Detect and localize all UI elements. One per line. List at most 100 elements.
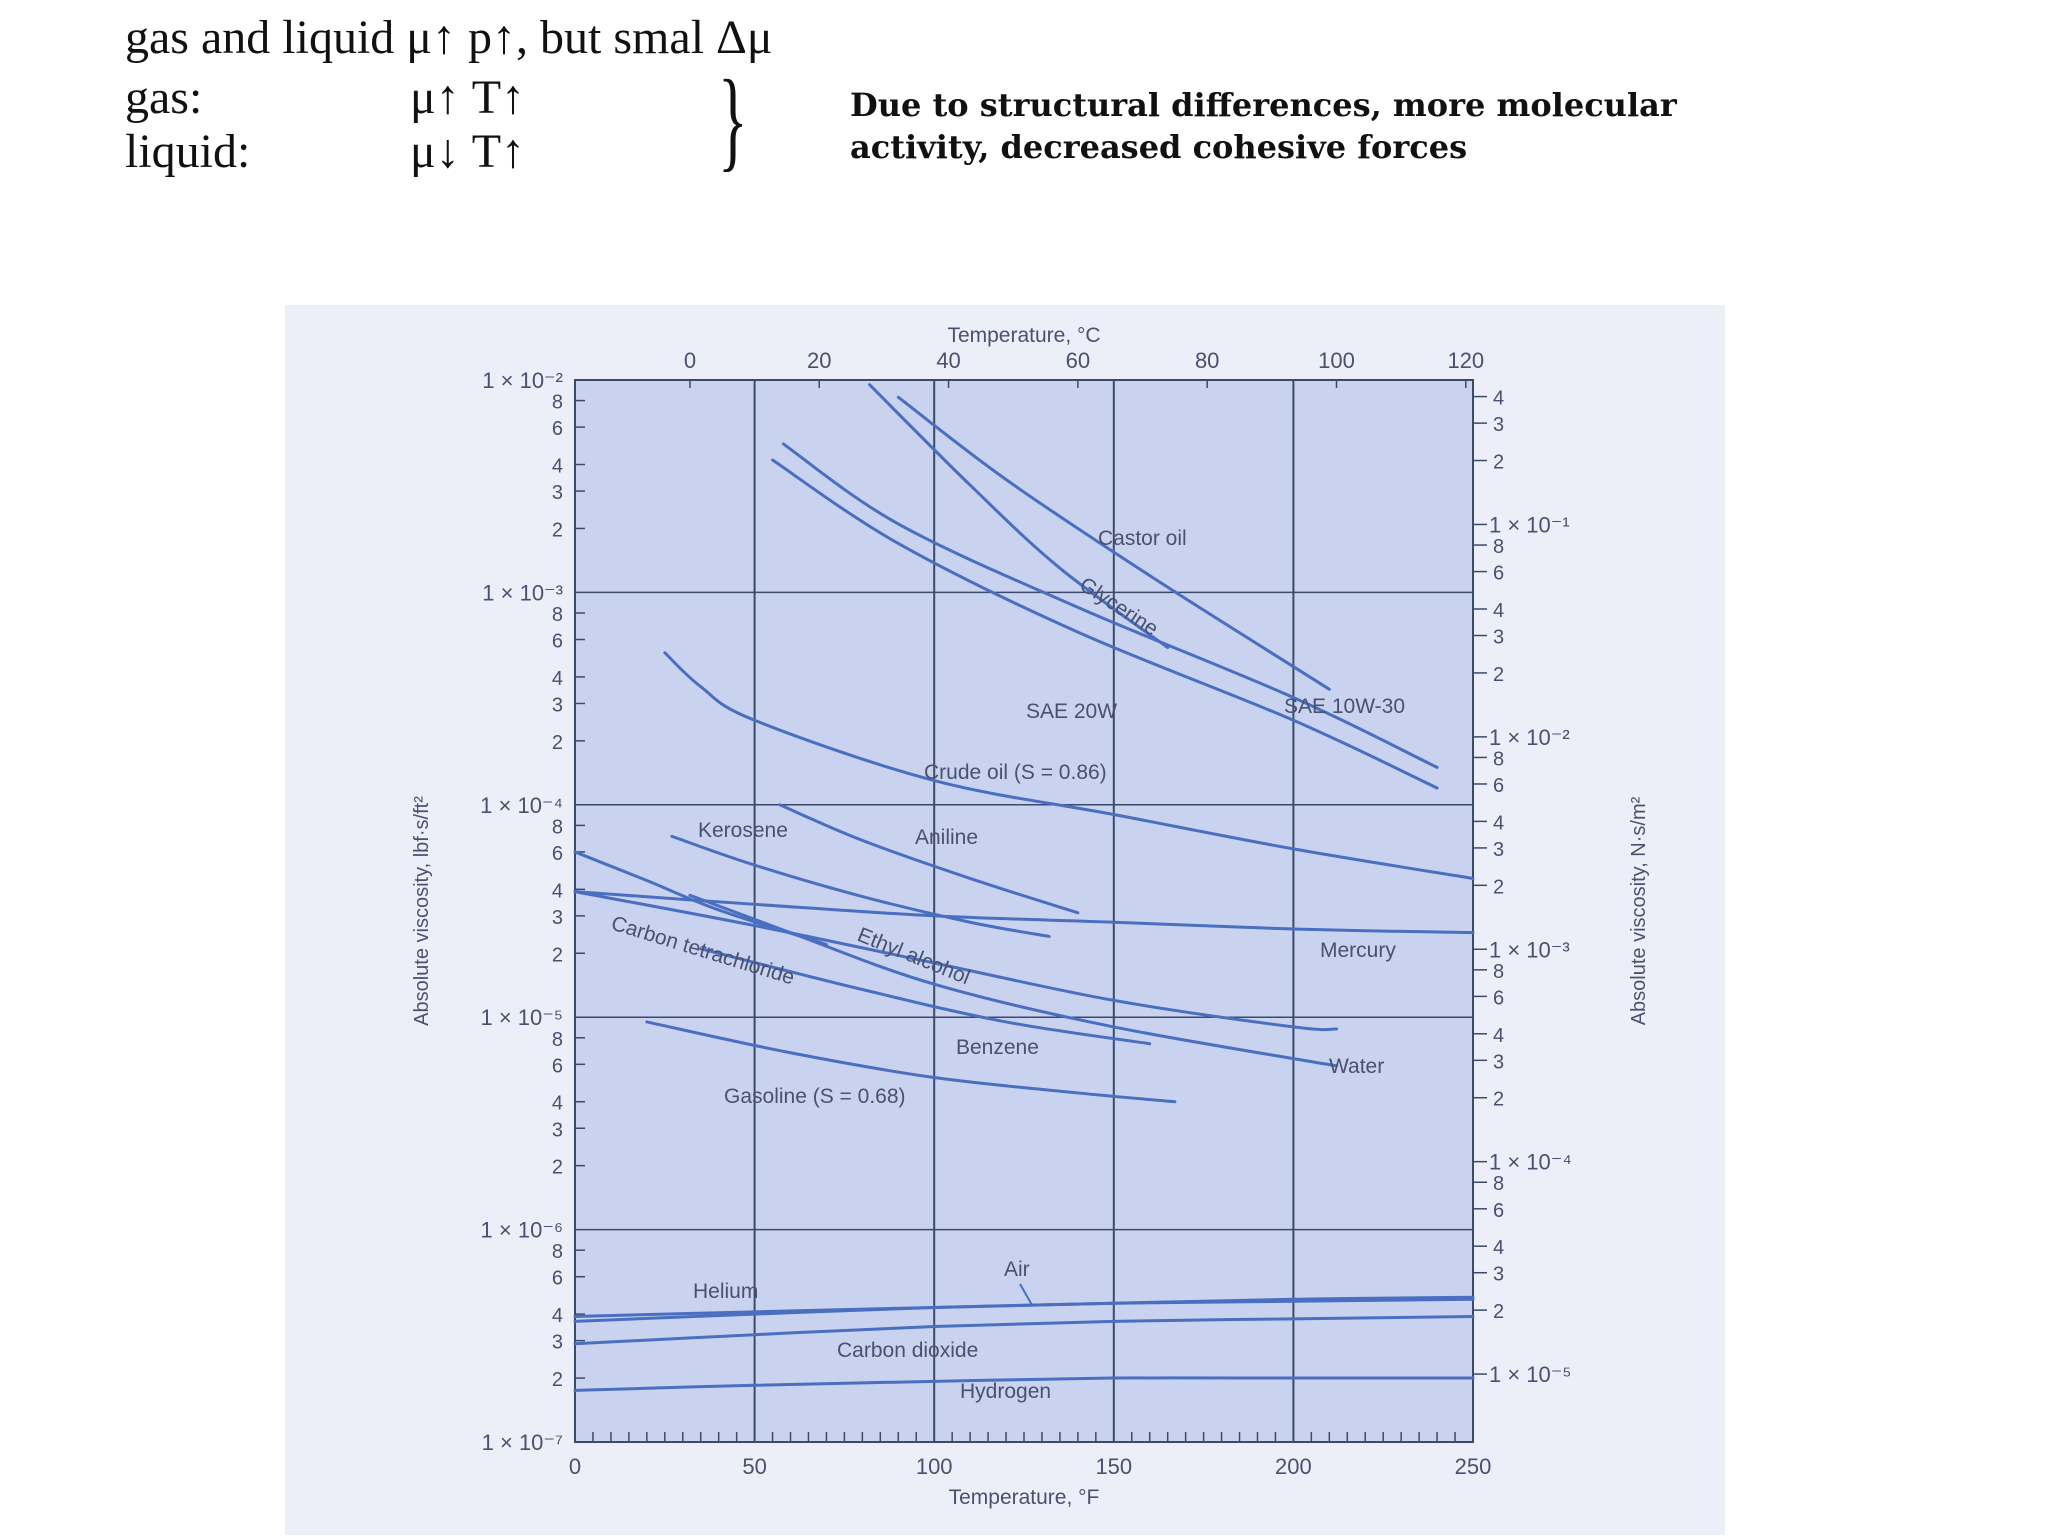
note-line-1: Due to structural differences, more mole… bbox=[850, 86, 1677, 124]
y2-minor-label: 2 bbox=[1493, 664, 1504, 686]
y2-minor-label: 6 bbox=[1493, 1200, 1504, 1222]
y-minor-label: 4 bbox=[552, 1093, 563, 1115]
y-minor-label: 8 bbox=[552, 816, 563, 838]
y-minor-label: 6 bbox=[552, 631, 563, 653]
x-tick-label: 200 bbox=[1275, 1454, 1312, 1479]
x-tick-label: 150 bbox=[1095, 1454, 1132, 1479]
series-line bbox=[688, 893, 1338, 1068]
axes: 0 50 100 150 200 250 0 20 40 60 80 100 120 1 × 10⁻² 1 … bbox=[411, 324, 1650, 1509]
y2-decade-label: 1 × 10⁻³ bbox=[1489, 937, 1570, 962]
y2-minor-label: 2 bbox=[1493, 1301, 1504, 1323]
series-label: Benzene bbox=[956, 1036, 1039, 1059]
series-line bbox=[699, 947, 1152, 1046]
series-label: Helium bbox=[693, 1280, 758, 1303]
y-minor-label: 4 bbox=[552, 668, 563, 690]
y-decade-label: 1 × 10⁻⁴ bbox=[480, 793, 563, 818]
series-label: Castor oil bbox=[1098, 527, 1187, 550]
y-minor-label: 4 bbox=[552, 456, 563, 478]
x2-tick-label: 60 bbox=[1066, 348, 1090, 373]
y-minor-label: 3 bbox=[552, 907, 563, 929]
y2-decade-label: 1 × 10⁻² bbox=[1489, 725, 1570, 750]
y-minor-label: 4 bbox=[552, 1305, 563, 1327]
y-decade-label: 1 × 10⁻⁶ bbox=[481, 1218, 563, 1243]
gas-label: gas: bbox=[125, 71, 203, 124]
y2-minor-label: 4 bbox=[1493, 388, 1504, 410]
x-tick-label: 50 bbox=[742, 1454, 766, 1479]
y-decade-label: 1 × 10⁻² bbox=[482, 368, 563, 393]
series-line bbox=[663, 651, 1475, 880]
series-label: Carbon dioxide bbox=[837, 1339, 978, 1362]
series-line bbox=[781, 442, 1439, 769]
series-line bbox=[896, 395, 1331, 691]
x2-tick-label: 20 bbox=[807, 348, 831, 373]
y-decade-label: 1 × 10⁻⁵ bbox=[480, 1005, 563, 1030]
y2-minor-label: 8 bbox=[1493, 961, 1504, 983]
series-label: SAE 20W bbox=[1026, 700, 1117, 723]
y2-decade-label: 1 × 10⁻⁵ bbox=[1489, 1362, 1572, 1387]
y-minor-label: 8 bbox=[552, 604, 563, 626]
liquid-relation: μ↓ T↑ bbox=[410, 125, 526, 178]
series-line bbox=[771, 458, 1439, 790]
y-minor-label: 8 bbox=[552, 1029, 563, 1051]
series-line bbox=[573, 890, 1475, 935]
series-label: Gasoline (S = 0.68) bbox=[724, 1085, 906, 1108]
series-label: Hydrogen bbox=[960, 1380, 1051, 1403]
y-minor-label: 3 bbox=[552, 482, 563, 504]
series-label: Crude oil (S = 0.86) bbox=[924, 761, 1107, 784]
x2-axis-title: Temperature, °C bbox=[947, 324, 1100, 347]
y-minor-label: 2 bbox=[552, 944, 563, 966]
y-minor-label: 2 bbox=[552, 1157, 563, 1179]
curly-brace: } bbox=[718, 58, 748, 182]
series-label: Aniline bbox=[915, 826, 978, 849]
gas-relation: μ↑ T↑ bbox=[410, 71, 526, 124]
series-line bbox=[670, 834, 1051, 938]
series-line bbox=[573, 1297, 1475, 1318]
y-minor-label: 6 bbox=[552, 1055, 563, 1077]
y-minor-label: 2 bbox=[552, 732, 563, 754]
y-decade-label: 1 × 10⁻³ bbox=[482, 580, 563, 605]
y2-minor-label: 3 bbox=[1493, 414, 1504, 436]
x-tick-label: 0 bbox=[569, 1454, 581, 1479]
y2-minor-label: 8 bbox=[1493, 1173, 1504, 1195]
series-label: SAE 10W-30 bbox=[1284, 695, 1405, 718]
y2-minor-label: 2 bbox=[1493, 1089, 1504, 1111]
y-minor-label: 4 bbox=[552, 880, 563, 902]
liquid-label: liquid: bbox=[125, 125, 251, 178]
series-line bbox=[645, 1020, 1177, 1104]
x2-tick-label: 120 bbox=[1447, 348, 1484, 373]
y-decade-label: 1 × 10⁻⁷ bbox=[482, 1430, 563, 1455]
y-minor-label: 6 bbox=[552, 418, 563, 440]
y-minor-label: 6 bbox=[552, 1268, 563, 1290]
y-minor-label: 3 bbox=[552, 1119, 563, 1141]
series-label: Mercury bbox=[1320, 939, 1396, 962]
y2-axis-title: Absolute viscosity, N·s/m² bbox=[1628, 796, 1650, 1025]
series-line bbox=[573, 1314, 1475, 1346]
x2-tick-label: 40 bbox=[936, 348, 960, 373]
x2-tick-label: 100 bbox=[1318, 348, 1355, 373]
y-minor-label: 2 bbox=[552, 519, 563, 541]
y-minor-label: 8 bbox=[552, 392, 563, 414]
y-axis-title: Absolute viscosity, lbf·s/ft² bbox=[411, 796, 433, 1026]
y2-minor-label: 4 bbox=[1493, 812, 1504, 834]
y2-minor-label: 3 bbox=[1493, 1051, 1504, 1073]
series-line bbox=[868, 383, 1170, 650]
y2-minor-label: 4 bbox=[1493, 1237, 1504, 1259]
y2-minor-label: 8 bbox=[1493, 748, 1504, 770]
y2-minor-label: 6 bbox=[1493, 987, 1504, 1009]
y-minor-label: 6 bbox=[552, 843, 563, 865]
series-line bbox=[573, 890, 1338, 1032]
x-tick-label: 250 bbox=[1455, 1454, 1492, 1479]
series-label: Kerosene bbox=[698, 819, 788, 842]
y2-minor-label: 2 bbox=[1493, 452, 1504, 474]
y2-minor-label: 3 bbox=[1493, 627, 1504, 649]
header-line-1: gas and liquid μ↑ p↑, but smal Δμ bbox=[125, 11, 773, 64]
y2-minor-label: 8 bbox=[1493, 536, 1504, 558]
x2-tick-label: 80 bbox=[1195, 348, 1219, 373]
x-axis-title: Temperature, °F bbox=[949, 1486, 1100, 1509]
y2-minor-label: 3 bbox=[1493, 1264, 1504, 1286]
series-lines bbox=[573, 383, 1475, 1392]
y2-decade-label: 1 × 10⁻⁴ bbox=[1489, 1150, 1572, 1175]
y-minor-label: 8 bbox=[552, 1241, 563, 1263]
y-minor-label: 2 bbox=[552, 1369, 563, 1391]
y2-minor-label: 6 bbox=[1493, 775, 1504, 797]
